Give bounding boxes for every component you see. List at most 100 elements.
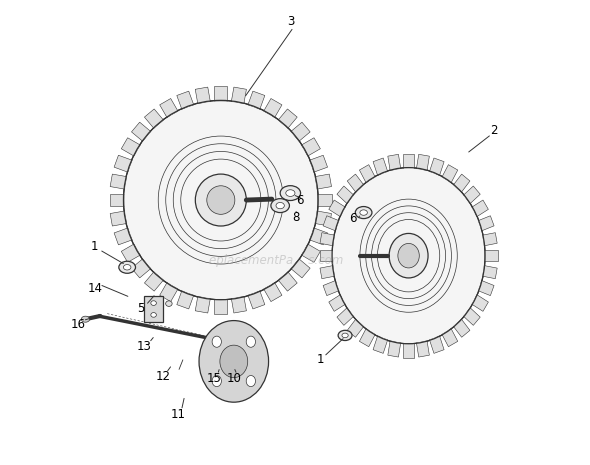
Polygon shape [160, 99, 178, 118]
Polygon shape [309, 228, 327, 245]
Polygon shape [403, 343, 414, 358]
Text: 2: 2 [491, 124, 498, 137]
Ellipse shape [212, 336, 221, 347]
Polygon shape [348, 174, 364, 193]
Ellipse shape [199, 320, 268, 402]
Ellipse shape [338, 330, 352, 340]
Ellipse shape [286, 190, 295, 196]
Polygon shape [453, 174, 470, 193]
Polygon shape [291, 259, 310, 278]
Polygon shape [359, 165, 375, 183]
Polygon shape [388, 340, 401, 357]
Polygon shape [177, 291, 194, 309]
Ellipse shape [195, 174, 246, 226]
Ellipse shape [151, 312, 156, 317]
Text: 1: 1 [91, 240, 99, 253]
Polygon shape [323, 280, 339, 296]
Polygon shape [214, 299, 227, 313]
Polygon shape [430, 158, 444, 176]
Polygon shape [373, 158, 388, 176]
Ellipse shape [207, 186, 235, 214]
Text: eplacementPa    s.com: eplacementPa s.com [209, 254, 343, 267]
Polygon shape [114, 228, 132, 245]
Polygon shape [278, 109, 297, 128]
Polygon shape [453, 319, 470, 337]
Text: 1: 1 [317, 353, 325, 366]
Polygon shape [471, 200, 489, 217]
Ellipse shape [276, 202, 284, 209]
Ellipse shape [280, 186, 300, 200]
Text: 5: 5 [137, 303, 145, 315]
Ellipse shape [124, 101, 317, 299]
Polygon shape [484, 250, 497, 261]
Text: 8: 8 [292, 211, 300, 224]
Text: 12: 12 [155, 370, 171, 383]
Polygon shape [482, 232, 497, 246]
Polygon shape [348, 319, 364, 337]
Text: 16: 16 [71, 318, 86, 331]
Ellipse shape [119, 261, 136, 273]
Polygon shape [417, 154, 430, 171]
Polygon shape [278, 272, 297, 291]
Ellipse shape [398, 244, 419, 268]
Polygon shape [359, 328, 375, 347]
Polygon shape [132, 259, 151, 278]
Ellipse shape [360, 210, 368, 215]
Polygon shape [478, 216, 494, 231]
Polygon shape [144, 296, 163, 322]
Polygon shape [471, 295, 489, 312]
Polygon shape [110, 174, 127, 189]
Ellipse shape [123, 100, 318, 300]
Ellipse shape [246, 336, 255, 347]
Ellipse shape [355, 206, 372, 219]
Polygon shape [320, 250, 333, 261]
Polygon shape [160, 282, 178, 302]
Ellipse shape [246, 376, 255, 386]
Polygon shape [478, 280, 494, 296]
Text: 3: 3 [287, 15, 294, 28]
Polygon shape [317, 194, 332, 206]
Polygon shape [214, 86, 227, 101]
Polygon shape [132, 122, 151, 141]
Text: 6: 6 [296, 193, 303, 206]
Polygon shape [337, 186, 354, 204]
Polygon shape [122, 244, 140, 262]
Ellipse shape [151, 301, 156, 306]
Polygon shape [403, 154, 414, 168]
Polygon shape [320, 232, 335, 246]
Polygon shape [337, 307, 354, 326]
Polygon shape [145, 109, 163, 128]
Polygon shape [329, 295, 346, 312]
Ellipse shape [123, 265, 131, 270]
Polygon shape [482, 266, 497, 279]
Polygon shape [145, 272, 163, 291]
Polygon shape [463, 186, 480, 204]
Polygon shape [264, 99, 282, 118]
Polygon shape [177, 91, 194, 109]
Polygon shape [388, 154, 401, 171]
Text: 15: 15 [206, 372, 221, 385]
Polygon shape [248, 91, 265, 109]
Text: 13: 13 [137, 339, 152, 352]
Ellipse shape [81, 316, 90, 322]
Text: 14: 14 [87, 282, 102, 295]
Text: 10: 10 [227, 372, 241, 385]
Polygon shape [195, 87, 211, 104]
Ellipse shape [271, 199, 290, 213]
Polygon shape [323, 216, 339, 231]
Polygon shape [301, 138, 320, 156]
Polygon shape [463, 307, 480, 326]
Polygon shape [291, 122, 310, 141]
Ellipse shape [220, 345, 248, 378]
Polygon shape [442, 328, 458, 347]
Polygon shape [329, 200, 346, 217]
Polygon shape [314, 211, 332, 226]
Polygon shape [320, 266, 335, 279]
Polygon shape [442, 165, 458, 183]
Polygon shape [231, 296, 247, 313]
Polygon shape [122, 138, 140, 156]
Text: 6: 6 [349, 212, 357, 225]
Polygon shape [248, 291, 265, 309]
Ellipse shape [166, 301, 172, 306]
Ellipse shape [389, 233, 428, 278]
